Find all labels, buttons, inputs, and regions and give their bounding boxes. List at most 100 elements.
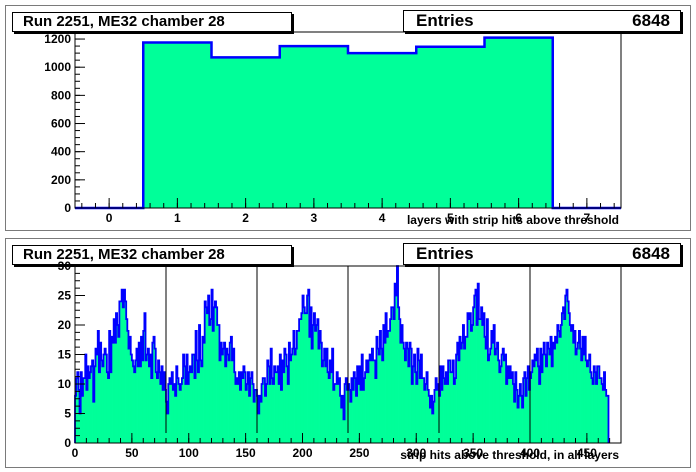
bottom-hist-xaxis-label: strip hits above threshold, in all layer…: [400, 448, 619, 462]
bottom-hist-bin-126: [218, 325, 220, 443]
bottom-hist-bin-340: [461, 342, 464, 443]
bottom-hist-bin-364: [489, 354, 491, 443]
bottom-hist-bin-29: [107, 378, 110, 443]
bottom-hist-bin-51: [133, 366, 135, 443]
top-hist-bin-6: [484, 37, 554, 208]
bottom-hist-bin-241: [349, 389, 351, 443]
bottom-hist-bin-302: [418, 360, 421, 443]
bottom-hist-bin-219: [324, 348, 326, 443]
bottom-hist-bin-403: [533, 366, 535, 443]
bottom-hist-bin-279: [392, 307, 394, 443]
bottom-hist-bin-186: [286, 366, 289, 443]
bottom-hist-bin-383: [510, 378, 513, 443]
bottom-hist-bin-424: [557, 325, 559, 443]
bottom-hist-bin-283: [396, 266, 399, 443]
bottom-hist-bin-416: [548, 348, 550, 443]
bottom-hist-bin-53: [135, 360, 137, 443]
bottom-hist-bin-104: [193, 354, 195, 443]
bottom-hist-bin-329: [449, 360, 451, 443]
bottom-hist-bin-10: [86, 389, 88, 443]
bottom-hist-bin-435: [569, 325, 572, 443]
bottom-hist-bin-158: [254, 389, 257, 443]
bottom-hist-ytick-label-1: 5: [64, 407, 71, 421]
bottom-hist-bin-300: [416, 384, 418, 443]
bottom-hist-bin-236: [343, 419, 345, 443]
bottom-hist-bin-2: [77, 372, 79, 443]
bottom-hist-bin-346: [468, 319, 471, 443]
bottom-hist-bin-140: [234, 372, 236, 443]
bottom-hist-bin-135: [228, 360, 231, 443]
bottom-hist-bin-313: [431, 395, 433, 443]
bottom-hist-bin-229: [335, 384, 338, 443]
bottom-hist-bin-301: [417, 348, 419, 443]
bottom-hist-bin-203: [305, 313, 308, 443]
bottom-hist-xtick-label-2: 100: [179, 446, 199, 460]
bottom-hist-bin-315: [433, 401, 435, 443]
top-stats-entries-value: 6848: [632, 11, 670, 30]
bottom-hist-bin-100: [188, 372, 191, 443]
bottom-hist-bin-180: [279, 354, 282, 443]
bottom-hist-bin-402: [532, 360, 534, 443]
bottom-hist-bin-211: [315, 330, 317, 443]
bottom-hist-bin-1: [76, 378, 78, 443]
bottom-hist-bin-341: [462, 325, 465, 443]
bottom-hist-bin-332: [452, 360, 455, 443]
bottom-hist-bin-263: [374, 360, 376, 443]
bottom-hist-bin-153: [249, 395, 251, 443]
top-hist-ytick-label-1: 200: [51, 173, 71, 187]
bottom-hist-bin-344: [466, 336, 468, 443]
bottom-hist-bin-443: [578, 330, 581, 443]
bottom-hist-bin-152: [247, 372, 250, 443]
bottom-hist-bin-174: [272, 384, 275, 443]
bottom-hist-bin-43: [123, 289, 126, 443]
bottom-hist-bin-374: [500, 366, 502, 443]
bottom-hist-bin-181: [280, 389, 283, 443]
bottom-hist-bin-308: [425, 384, 427, 443]
bottom-hist-bin-207: [310, 307, 312, 443]
bottom-hist-bin-455: [592, 384, 595, 443]
bottom-hist-bin-141: [235, 384, 237, 443]
bottom-hist-bin-162: [259, 395, 261, 443]
bottom-hist-bin-112: [202, 336, 204, 443]
bottom-hist-bin-353: [476, 325, 479, 443]
bottom-hist-bin-296: [411, 384, 414, 443]
bottom-hist-bin-335: [456, 354, 458, 443]
bottom-hist-bin-127: [219, 360, 221, 443]
bottom-hist-bin-167: [264, 395, 267, 443]
bottom-hist-bin-77: [162, 389, 165, 443]
bottom-hist-bin-24: [102, 366, 104, 443]
bottom-hist-bin-9: [85, 354, 87, 443]
bottom-hist-bin-378: [504, 354, 507, 443]
bottom-hist-bin-272: [384, 342, 386, 443]
bottom-hist-bin-266: [377, 348, 380, 443]
bottom-hist-bin-107: [196, 360, 199, 443]
bottom-histogram-title: Run 2251, ME32 chamber 28: [12, 245, 292, 265]
bottom-hist-bin-286: [400, 342, 402, 443]
bottom-hist-bin-74: [159, 372, 161, 443]
bottom-hist-bin-460: [598, 366, 600, 443]
bottom-hist-bin-136: [229, 342, 232, 443]
top-histogram-pad: Run 2251, ME32 chamber 28 Entries 6848 0…: [5, 5, 691, 231]
bottom-hist-bin-408: [539, 384, 541, 443]
bottom-hist-xtick-label-8: 400: [520, 446, 540, 460]
bottom-hist-bin-212: [316, 325, 318, 443]
bottom-hist-bin-326: [445, 372, 448, 443]
bottom-hist-bin-405: [535, 360, 538, 443]
bottom-hist-bin-269: [380, 348, 383, 443]
bottom-hist-bin-202: [304, 313, 307, 443]
bottom-hist-bin-450: [586, 366, 589, 443]
top-hist-bin-4: [348, 53, 417, 209]
bottom-hist-bin-98: [186, 354, 189, 443]
bottom-hist-bin-415: [547, 342, 549, 443]
bottom-hist-bin-48: [129, 336, 132, 443]
bottom-hist-bin-310: [427, 389, 430, 443]
bottom-hist-bin-31: [110, 372, 112, 443]
bottom-hist-bin-32: [111, 336, 113, 443]
bottom-hist-bin-95: [183, 354, 185, 443]
bottom-hist-bin-221: [326, 348, 328, 443]
bottom-hist-bin-391: [519, 384, 522, 443]
bottom-hist-xtick-label-6: 300: [406, 446, 426, 460]
bottom-hist-bin-193: [294, 354, 297, 443]
bottom-hist-bin-144: [238, 372, 241, 443]
bottom-hist-bin-342: [464, 348, 466, 443]
